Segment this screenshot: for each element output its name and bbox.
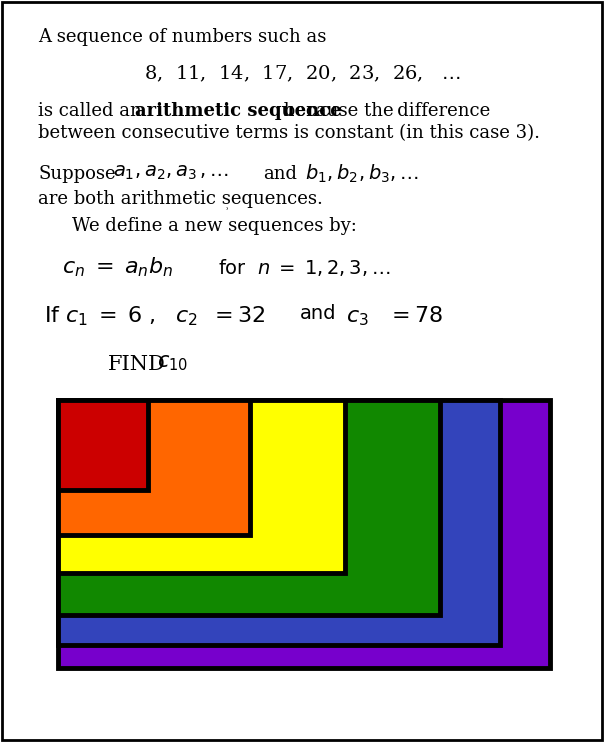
Text: $b_1, b_2, b_3, \ldots$: $b_1, b_2, b_3, \ldots$ <box>305 163 419 186</box>
Text: If $c_1 \;=\; 6$ ,: If $c_1 \;=\; 6$ , <box>44 304 156 328</box>
Text: between consecutive terms is constant (in this case 3).: between consecutive terms is constant (i… <box>38 124 540 142</box>
Text: for  $n \;=\; 1, 2, 3, \ldots$: for $n \;=\; 1, 2, 3, \ldots$ <box>218 257 391 278</box>
Text: $c_{10}$: $c_{10}$ <box>157 353 188 373</box>
Text: $c_2 \;\;= \mathit{32}$: $c_2 \;\;= \mathit{32}$ <box>175 304 265 328</box>
Bar <box>58 400 345 573</box>
Text: are both arithmetic sequences.: are both arithmetic sequences. <box>38 190 323 208</box>
Text: $a_1, a_2, a_3\,, \ldots$: $a_1, a_2, a_3\,, \ldots$ <box>113 163 229 182</box>
Text: A sequence of numbers such as: A sequence of numbers such as <box>38 28 326 46</box>
Text: is called an: is called an <box>38 102 147 120</box>
Text: and: and <box>263 165 297 183</box>
Text: We define a new sequences by:: We define a new sequences by: <box>72 217 357 235</box>
Bar <box>58 400 500 645</box>
Bar <box>58 400 250 535</box>
Text: arithmetic sequence: arithmetic sequence <box>135 102 342 120</box>
Text: 8,  11,  14,  17,  20,  23,  26,   $\ldots$: 8, 11, 14, 17, 20, 23, 26, $\ldots$ <box>144 64 460 85</box>
Bar <box>58 400 550 668</box>
Text: Suppose: Suppose <box>38 165 115 183</box>
Bar <box>58 400 148 490</box>
Text: $c_n \;=\; a_n b_n$: $c_n \;=\; a_n b_n$ <box>62 255 173 278</box>
Text: ʾ: ʾ <box>225 207 228 216</box>
Bar <box>58 400 440 615</box>
Text: $c_3 \;\;\;= \mathit{78}$: $c_3 \;\;\;= \mathit{78}$ <box>346 304 443 328</box>
Text: because the difference: because the difference <box>278 102 490 120</box>
Text: and: and <box>300 304 336 323</box>
Text: FIND: FIND <box>108 355 166 374</box>
